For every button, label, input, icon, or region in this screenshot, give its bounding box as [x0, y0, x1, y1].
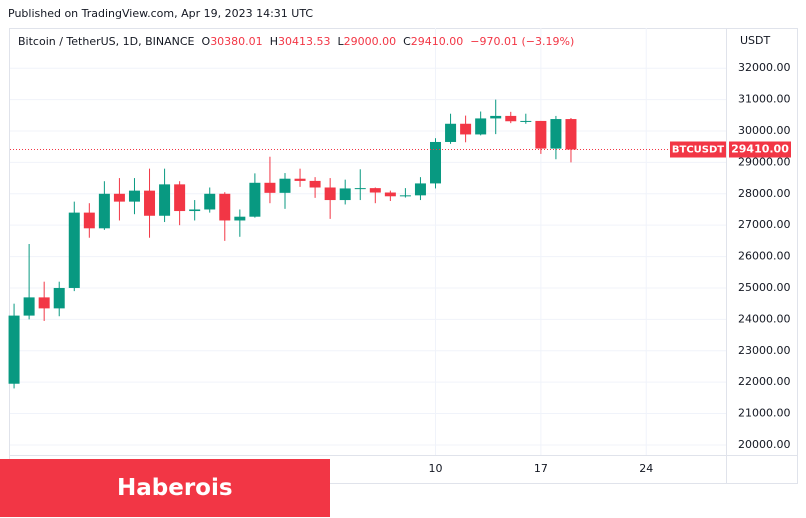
y-tick-label: 32000.00 — [738, 61, 791, 74]
legend-value: 30380.01 — [210, 35, 263, 48]
legend-value: 29410.00 — [410, 35, 464, 48]
y-tick-label: 27000.00 — [738, 218, 791, 231]
candle-body — [414, 183, 426, 196]
candle-body — [324, 187, 336, 201]
candle-body — [294, 178, 306, 181]
brand-banner: Haberois — [0, 459, 330, 517]
y-tick-label: 29000.00 — [738, 155, 791, 168]
legend-value: 30413.53 — [277, 35, 331, 48]
y-tick-label: 26000.00 — [738, 250, 791, 263]
candle-body — [399, 195, 411, 197]
x-tick-label: 10 — [429, 462, 443, 475]
ohlc-values: O30380.01 H30413.53 L29000.00 C29410.00 — [202, 35, 471, 48]
change: −970.01 (−3.19%) — [470, 35, 575, 48]
candle-body — [384, 192, 396, 197]
legend-value: 29000.00 — [343, 35, 397, 48]
candle-body — [219, 193, 231, 221]
legend-key: L — [337, 35, 344, 48]
candle-body — [38, 297, 50, 309]
candle-body — [445, 123, 457, 142]
candle-body — [505, 115, 517, 122]
candle-body — [113, 193, 125, 202]
candle-body — [535, 120, 547, 149]
candle-body — [234, 216, 246, 221]
candles — [8, 99, 726, 389]
candle-body — [460, 123, 472, 135]
legend-key: O — [201, 35, 211, 48]
symbol-label: BTCUSDT — [672, 145, 724, 156]
candle-body — [189, 209, 201, 212]
symbol-tag — [670, 141, 726, 158]
candle-body — [249, 182, 261, 217]
y-tick-label: 22000.00 — [738, 375, 791, 388]
y-tick-label: 24000.00 — [738, 312, 791, 325]
grid — [10, 28, 726, 455]
published-note: Published on TradingView.com, Apr 19, 20… — [8, 7, 314, 20]
candle-body — [264, 182, 276, 193]
chart-frame — [9, 28, 798, 484]
banner-text: Haberois — [117, 475, 233, 501]
candle-body — [53, 287, 65, 309]
candle-body — [520, 120, 532, 122]
candle-body — [8, 315, 20, 384]
candle-body — [279, 178, 291, 193]
x-tick-label: 17 — [534, 462, 548, 475]
price-tag — [729, 141, 791, 158]
candle-body — [144, 190, 156, 216]
candle-body — [174, 184, 186, 212]
y-tick-label: 28000.00 — [738, 187, 791, 200]
chart-title: Bitcoin / TetherUS, 1D, BINANCE — [18, 35, 195, 48]
chart-legend: Bitcoin / TetherUS, 1D, BINANCE O30380.0… — [18, 35, 574, 48]
candle-body — [565, 119, 577, 150]
y-tick-label: 20000.00 — [738, 438, 791, 451]
candle-body — [369, 188, 381, 193]
candle-body — [23, 297, 35, 316]
y-tick-label: 23000.00 — [738, 344, 791, 357]
candle-body — [204, 193, 216, 210]
y-tick-label: 25000.00 — [738, 281, 791, 294]
candle-body — [339, 188, 351, 201]
y-tick-label: 30000.00 — [738, 124, 791, 137]
candle-body — [98, 193, 110, 229]
legend-key: C — [403, 35, 411, 48]
candle-body — [490, 115, 502, 119]
candle-body — [430, 141, 442, 184]
legend-key: H — [269, 35, 278, 48]
candle-body — [159, 184, 171, 216]
candle-body — [475, 118, 487, 135]
x-tick-label: 24 — [639, 462, 653, 475]
y-tick-label: 21000.00 — [738, 407, 791, 420]
y-tick-label: 31000.00 — [738, 93, 791, 106]
candle-body — [309, 180, 321, 188]
candle-body — [354, 188, 366, 190]
candle-body — [550, 119, 562, 149]
y-axis-label: USDT — [740, 34, 771, 47]
candle-body — [83, 212, 95, 229]
candle-body — [128, 190, 140, 202]
candle-body — [68, 212, 80, 288]
price-tag-label: 29410.00 — [731, 143, 789, 156]
